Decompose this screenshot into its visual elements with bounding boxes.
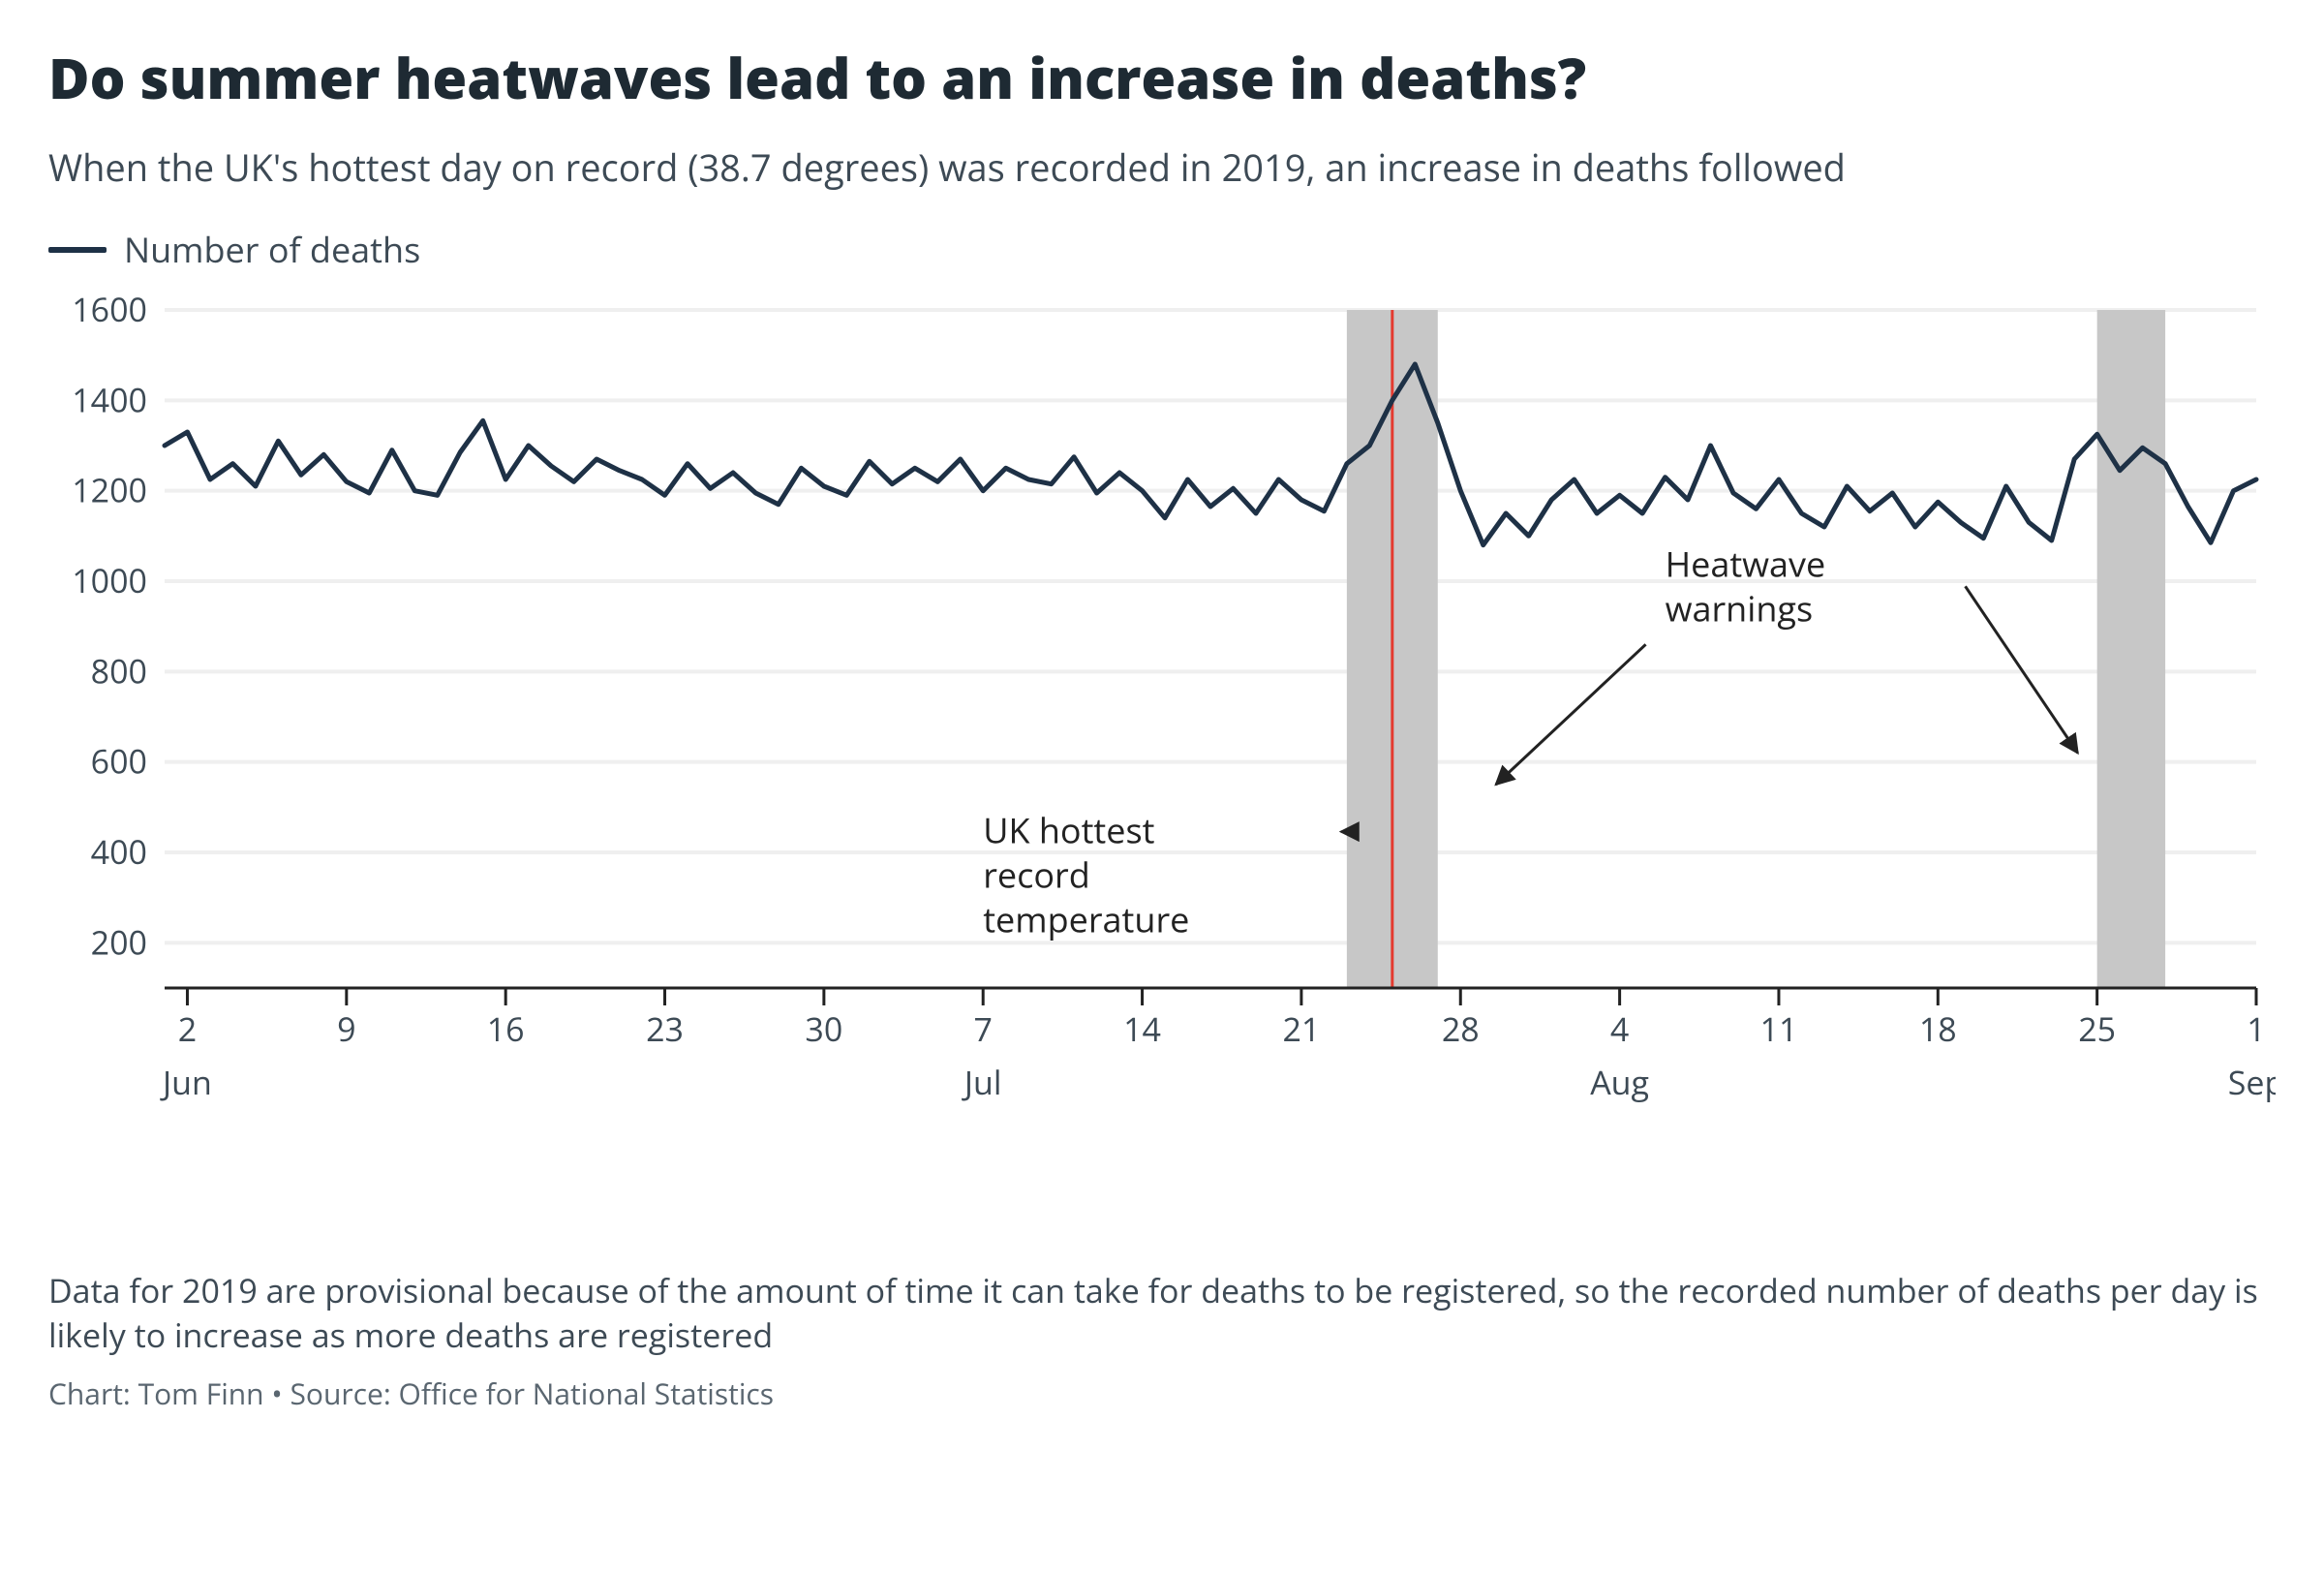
x-tick-label: 4 — [1610, 1006, 1629, 1051]
x-tick-label: 1 — [2247, 1006, 2265, 1051]
chart-container: Do summer heatwaves lead to an increase … — [0, 0, 2324, 1574]
x-tick-label: 11 — [1760, 1006, 1798, 1051]
legend-label: Number of deaths — [124, 226, 420, 273]
heatwave-band — [2097, 310, 2165, 988]
x-tick-label: 7 — [973, 1006, 992, 1051]
x-tick-label: 25 — [2078, 1006, 2116, 1051]
chart-credit: Chart: Tom Finn • Source: Office for Nat… — [48, 1373, 2276, 1413]
annotation-record-label: UK hottest — [983, 807, 1154, 854]
annotation-heatwave-label: Heatwave — [1666, 540, 1826, 587]
legend-swatch — [48, 247, 107, 253]
x-tick-label: 18 — [1919, 1006, 1957, 1051]
chart-subtitle: When the UK's hottest day on record (38.… — [48, 142, 2276, 193]
y-tick-label: 200 — [91, 919, 147, 964]
legend: Number of deaths — [48, 226, 2276, 273]
chart-footnote: Data for 2019 are provisional because of… — [48, 1269, 2276, 1358]
x-tick-label: 21 — [1282, 1006, 1320, 1051]
x-month-label: Aug — [1590, 1060, 1649, 1104]
x-tick-label: 28 — [1442, 1006, 1480, 1051]
x-tick-label: 14 — [1123, 1006, 1161, 1051]
chart-title: Do summer heatwaves lead to an increase … — [48, 39, 2276, 115]
y-tick-label: 600 — [91, 739, 147, 784]
x-tick-label: 9 — [337, 1006, 355, 1051]
y-tick-label: 1400 — [72, 377, 147, 421]
y-tick-label: 400 — [91, 829, 147, 874]
x-month-label: Jul — [962, 1060, 1002, 1104]
x-month-label: Jun — [160, 1060, 212, 1104]
annotation-record-label: temperature — [983, 896, 1189, 943]
x-tick-label: 30 — [805, 1006, 842, 1051]
x-tick-label: 16 — [487, 1006, 525, 1051]
y-tick-label: 1000 — [72, 558, 147, 602]
annotation-heatwave-label: warnings — [1666, 584, 1814, 632]
x-month-label: Sep — [2228, 1060, 2276, 1104]
plot-svg: 2004006008001000120014001600291623307142… — [48, 291, 2276, 1211]
x-tick-label: 2 — [178, 1006, 197, 1051]
y-tick-label: 1600 — [72, 291, 147, 331]
y-tick-label: 800 — [91, 648, 147, 693]
x-tick-label: 23 — [646, 1006, 684, 1051]
annotation-record-label: record — [983, 851, 1090, 899]
y-tick-label: 1200 — [72, 468, 147, 512]
plot-area: 2004006008001000120014001600291623307142… — [48, 291, 2276, 1211]
deaths-line — [165, 364, 2256, 545]
